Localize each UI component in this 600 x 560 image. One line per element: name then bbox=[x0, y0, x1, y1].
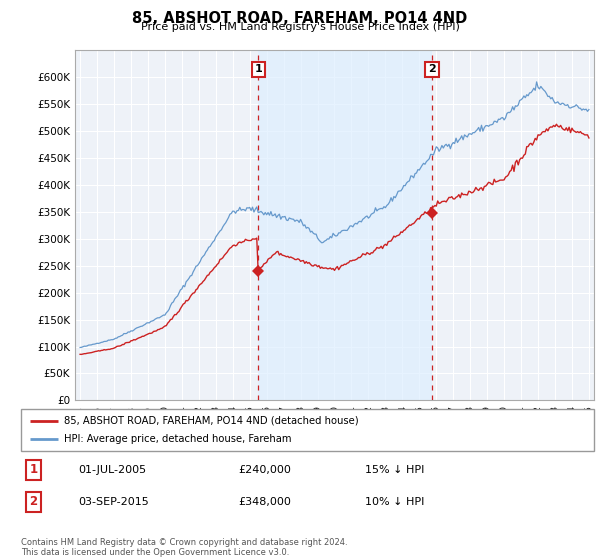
Text: 85, ABSHOT ROAD, FAREHAM, PO14 4ND: 85, ABSHOT ROAD, FAREHAM, PO14 4ND bbox=[133, 11, 467, 26]
Text: 03-SEP-2015: 03-SEP-2015 bbox=[79, 497, 149, 507]
Text: 10% ↓ HPI: 10% ↓ HPI bbox=[365, 497, 424, 507]
FancyBboxPatch shape bbox=[21, 409, 594, 451]
Text: HPI: Average price, detached house, Fareham: HPI: Average price, detached house, Fare… bbox=[64, 434, 292, 444]
Text: 2: 2 bbox=[428, 64, 436, 74]
Text: 1: 1 bbox=[254, 64, 262, 74]
Text: 15% ↓ HPI: 15% ↓ HPI bbox=[365, 465, 424, 475]
Text: 85, ABSHOT ROAD, FAREHAM, PO14 4ND (detached house): 85, ABSHOT ROAD, FAREHAM, PO14 4ND (deta… bbox=[64, 416, 359, 426]
Text: 01-JUL-2005: 01-JUL-2005 bbox=[79, 465, 146, 475]
Text: 2: 2 bbox=[29, 496, 38, 508]
Text: Contains HM Land Registry data © Crown copyright and database right 2024.
This d: Contains HM Land Registry data © Crown c… bbox=[21, 538, 347, 557]
Text: £348,000: £348,000 bbox=[239, 497, 292, 507]
Text: 1: 1 bbox=[29, 463, 38, 476]
Text: Price paid vs. HM Land Registry's House Price Index (HPI): Price paid vs. HM Land Registry's House … bbox=[140, 22, 460, 32]
Text: £240,000: £240,000 bbox=[239, 465, 292, 475]
Bar bbox=[258, 50, 432, 400]
